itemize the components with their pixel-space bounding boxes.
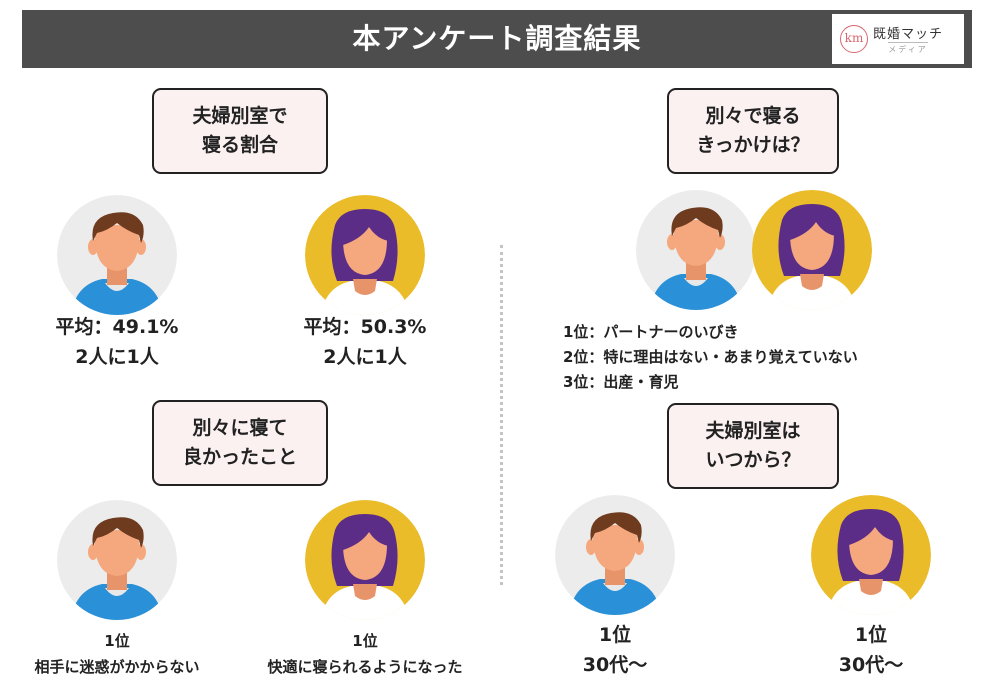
female-benefit-text: 1位 快適に寝られるようになった [240,628,490,680]
male-ratio-average: 平均：49.1% [55,316,179,338]
female-avatar-icon [305,500,425,620]
question-title: 夫婦別室で 寝る割合 [192,105,288,156]
male-ratio-text: 平均：49.1% 2人に1人 [37,312,197,372]
female-benefit-rank: 1位 [352,632,378,650]
female-avatar-icon [811,495,931,615]
reason-ranking-list: 1位：パートナーのいびき 2位：特に理由はない・あまり覚えていない 3位：出産・… [563,320,858,395]
header-banner: 本アンケート調査結果 km 既婚マッチ メディア [22,10,972,68]
female-ratio-average: 平均：50.3% [303,316,427,338]
male-avatar-icon [636,190,756,310]
male-since-rank: 1位 [598,624,632,646]
question-title: 別々で寝る きっかけは？ [696,105,810,156]
brand-logo: km 既婚マッチ メディア [832,14,964,64]
female-benefit-answer: 快適に寝られるようになった [267,658,463,676]
question-box-benefit: 別々に寝て 良かったこと [152,400,328,486]
male-avatar-icon [57,500,177,620]
reason-rank-2: 2位：特に理由はない・あまり覚えていない [563,348,858,366]
center-divider [500,245,503,585]
male-since-answer: 30代〜 [582,654,648,676]
female-avatar-icon [752,190,872,310]
male-ratio-summary: 2人に1人 [75,346,159,368]
question-box-since: 夫婦別室は いつから？ [667,403,839,489]
question-title: 別々に寝て 良かったこと [182,417,297,468]
logo-text: 既婚マッチ メディア [873,23,943,55]
male-benefit-text: 1位 相手に迷惑がかからない [12,628,222,680]
male-since-text: 1位 30代〜 [545,620,685,680]
logo-name: 既婚マッチ [873,27,944,42]
female-since-text: 1位 30代〜 [801,620,941,680]
question-title: 夫婦別室は いつから？ [705,420,801,471]
male-avatar-icon [555,495,675,615]
reason-rank-3: 3位：出産・育児 [563,373,679,391]
male-avatar-icon [57,195,177,315]
question-box-reason: 別々で寝る きっかけは？ [667,88,839,174]
female-since-answer: 30代〜 [838,654,904,676]
male-benefit-answer: 相手に迷惑がかからない [34,658,200,676]
female-since-rank: 1位 [854,624,888,646]
page-title: 本アンケート調査結果 [352,22,642,55]
logo-mark: km [840,25,868,53]
female-ratio-text: 平均：50.3% 2人に1人 [285,312,445,372]
logo-subtitle: メディア [888,42,928,55]
question-box-ratio: 夫婦別室で 寝る割合 [152,88,328,174]
female-avatar-icon [305,195,425,315]
reason-rank-1: 1位：パートナーのいびき [563,323,739,341]
male-benefit-rank: 1位 [104,632,130,650]
female-ratio-summary: 2人に1人 [323,346,407,368]
